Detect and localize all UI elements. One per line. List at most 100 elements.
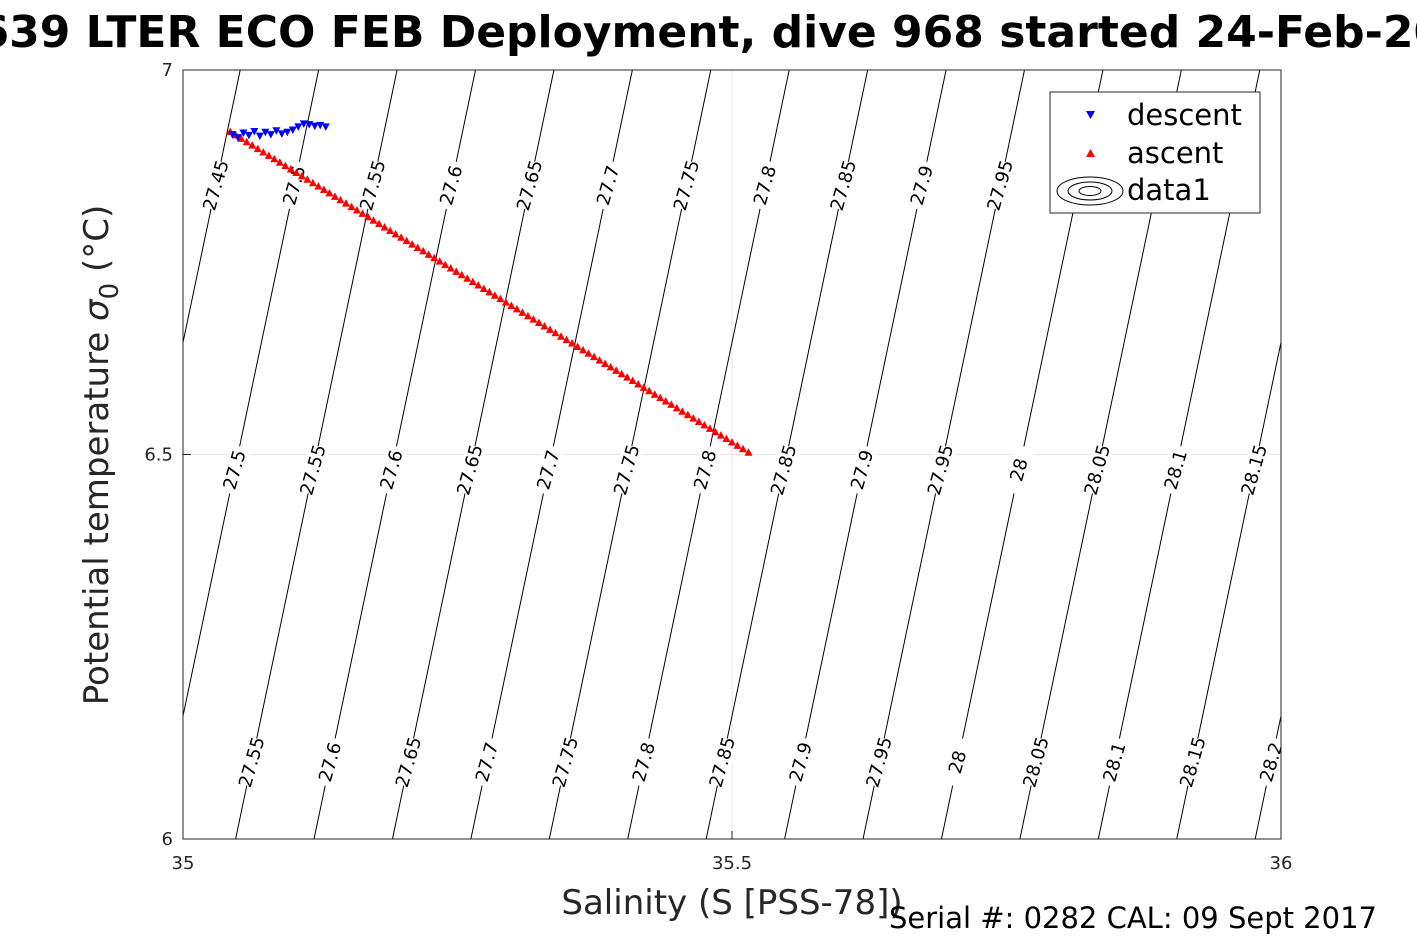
ascent-marker xyxy=(490,291,499,299)
y-tick-label: 6.5 xyxy=(144,445,173,466)
x-ticks: 35 35.5 36 xyxy=(172,831,1293,874)
contour-label-background xyxy=(278,159,311,212)
contour-label-background xyxy=(356,159,390,212)
ascent-marker xyxy=(507,301,516,310)
ascent-marker xyxy=(534,318,543,327)
ascent-marker xyxy=(303,175,312,183)
ascent-marker xyxy=(523,311,532,320)
ascent-marker xyxy=(623,373,632,381)
contour-label-background xyxy=(784,736,817,788)
descent-marker xyxy=(228,131,237,139)
ascent-marker xyxy=(358,209,367,217)
ascent-marker xyxy=(545,325,554,333)
legend-contour-ring-inner xyxy=(1078,186,1102,196)
contour-label-background xyxy=(199,159,233,212)
contour-label-background xyxy=(924,444,957,496)
ascent-marker xyxy=(694,417,703,425)
contour-label-background xyxy=(549,736,582,788)
ascent-marker xyxy=(275,158,284,166)
ascent-marker xyxy=(711,427,720,436)
ascent-marker xyxy=(540,321,549,330)
chart-title: SG639 LTER ECO FEB Deployment, dive 968 … xyxy=(0,7,1417,58)
contour-label-background xyxy=(984,159,1017,212)
contour-label-background xyxy=(941,736,974,788)
contour-label-background xyxy=(313,736,347,788)
ascent-marker xyxy=(330,192,339,200)
contour-label-background xyxy=(591,159,625,212)
ascent-marker xyxy=(617,369,626,378)
ascent-marker xyxy=(336,195,345,204)
ascent-marker xyxy=(672,403,681,412)
ascent-marker xyxy=(314,182,323,190)
contour-label-background xyxy=(767,444,800,496)
ascent-marker xyxy=(441,260,450,269)
descent-marker xyxy=(239,129,248,138)
ascent-marker xyxy=(733,441,742,449)
x-tick-label: 35.5 xyxy=(712,853,752,874)
contour-label-background xyxy=(235,736,268,788)
contour-label-background xyxy=(1159,444,1193,496)
ascent-marker xyxy=(435,257,444,265)
ascent-marker xyxy=(557,332,566,340)
legend-ascent-label: ascent xyxy=(1127,136,1223,170)
ascent-marker xyxy=(727,437,736,446)
ascent-marker xyxy=(595,356,604,364)
ascent-marker xyxy=(479,284,488,292)
ascent-marker xyxy=(353,205,362,214)
descent-marker xyxy=(310,122,319,131)
descent-marker xyxy=(255,132,264,141)
descent-marker xyxy=(244,131,253,140)
ascent-marker xyxy=(705,424,714,432)
ascent-marker xyxy=(242,137,251,146)
legend-descent-marker xyxy=(1086,111,1095,119)
ascent-marker xyxy=(738,444,747,453)
y-axis-label-unit: (°C) xyxy=(77,205,117,283)
contour-label-background xyxy=(827,159,860,212)
y-axis-label-subscript: 0 xyxy=(95,283,125,300)
descent-marker xyxy=(283,128,292,137)
ascent-marker xyxy=(689,414,698,422)
ascent-marker xyxy=(700,420,709,429)
descent-marker xyxy=(288,126,297,134)
ascent-marker xyxy=(325,188,334,197)
contour-label-background xyxy=(1176,736,1210,788)
ascent-marker xyxy=(661,397,670,405)
ascent-marker xyxy=(573,342,582,350)
legend-contour-ring-outer xyxy=(1056,176,1124,206)
contour-label-background xyxy=(610,444,644,496)
ascent-marker xyxy=(253,144,262,153)
ascent-marker xyxy=(518,308,527,316)
ascent-marker xyxy=(722,434,731,443)
ascent-marker xyxy=(645,386,654,395)
legend-box xyxy=(1049,91,1261,214)
legend-contour-ring-middle xyxy=(1067,181,1113,201)
contour-line xyxy=(1412,70,1417,839)
ascent-marker xyxy=(341,199,350,207)
ascent-marker xyxy=(248,141,257,149)
ascent-marker xyxy=(562,335,571,344)
contour-label-background xyxy=(1019,736,1053,788)
ascent-marker xyxy=(650,390,659,398)
descent-marker xyxy=(266,131,275,139)
contour-label-background xyxy=(532,444,565,496)
y-axis-label: Potential temperature σ0 (°C) xyxy=(77,205,125,705)
ascent-marker xyxy=(678,407,687,415)
ascent-marker xyxy=(270,154,279,163)
ascent-marker xyxy=(584,349,593,357)
x-tick-label: 35 xyxy=(172,853,195,874)
ascent-marker xyxy=(413,243,422,252)
x-axis-label: Salinity (S [PSS-78]) xyxy=(561,883,902,923)
ascent-marker xyxy=(639,383,648,391)
contour-label-background xyxy=(296,444,330,496)
ascent-marker xyxy=(485,287,494,296)
descent-marker xyxy=(250,128,259,136)
ascent-marker xyxy=(397,233,406,241)
legend-descent-label: descent xyxy=(1127,98,1242,132)
contour-label-background xyxy=(470,736,504,788)
ascent-marker xyxy=(457,270,466,279)
contour-label-background xyxy=(1002,444,1036,496)
contour-label-background xyxy=(513,159,546,212)
y-axis-label-text: Potential temperature xyxy=(77,321,117,705)
descent-marker xyxy=(233,134,242,142)
x-tick-label: 36 xyxy=(1270,853,1293,874)
